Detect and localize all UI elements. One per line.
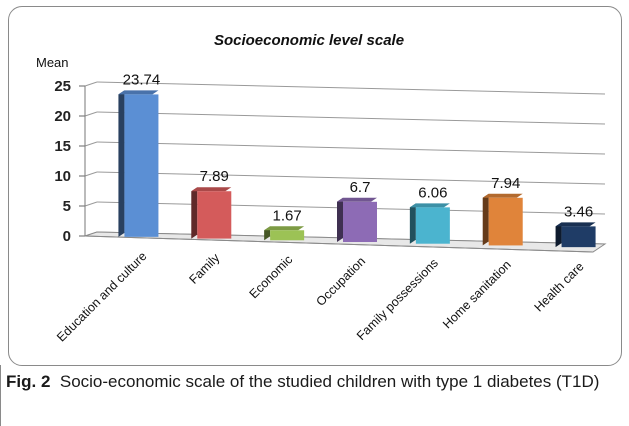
y-axis-label: Mean xyxy=(36,55,69,70)
category-label-3: Occupation xyxy=(314,254,369,309)
category-label-6: Health care xyxy=(532,259,587,314)
data-label-3: 6.7 xyxy=(350,179,371,196)
category-label-0: Education and culture xyxy=(54,249,149,344)
data-label-2: 1.67 xyxy=(273,207,302,224)
data-label-6: 3.46 xyxy=(564,203,593,220)
bar-top-3 xyxy=(337,197,377,202)
bar-side-0 xyxy=(118,90,125,237)
gridline-10 xyxy=(96,171,606,185)
category-label-4: Family possessions xyxy=(354,256,441,343)
bar-side-1 xyxy=(191,187,198,239)
bar-chart: Socioeconomic level scale Mean 0 5 10 15 20 2… xyxy=(36,32,607,344)
gridline-depth-10 xyxy=(84,171,98,177)
bar-1 xyxy=(197,191,232,239)
bar-side-6 xyxy=(555,222,562,248)
chart-title: Socioeconomic level scale xyxy=(214,32,404,49)
figure-caption: Fig. 2 Socio-economic scale of the studi… xyxy=(0,365,629,426)
gridline-depth-25 xyxy=(84,81,98,87)
chart-frame: Socioeconomic level scale Mean 0 5 10 15 20 2… xyxy=(8,6,622,366)
bar-top-2 xyxy=(264,226,305,231)
bar-2 xyxy=(270,230,305,241)
bar-6 xyxy=(561,226,596,248)
y-tick-label: 5 xyxy=(63,198,71,215)
caption-body: Socio-economic scale of the studied chil… xyxy=(59,372,600,391)
bar-4 xyxy=(415,207,450,244)
bar-side-4 xyxy=(409,203,416,244)
data-label-5: 7.94 xyxy=(491,175,520,192)
bar-0 xyxy=(124,94,159,237)
bars xyxy=(118,90,596,248)
bar-side-3 xyxy=(337,197,343,242)
y-tick-label: 10 xyxy=(54,168,71,185)
category-label-2: Economic xyxy=(247,253,296,302)
data-label-1: 7.89 xyxy=(200,168,229,185)
gridline-depth-5 xyxy=(84,201,98,207)
gridline-depth-15 xyxy=(84,141,98,147)
category-label-5: Home sanitation xyxy=(440,258,514,332)
bar-top-6 xyxy=(555,222,596,227)
bar-top-0 xyxy=(118,90,159,95)
gridline-20 xyxy=(96,111,606,125)
category-label-1: Family xyxy=(186,250,222,286)
y-tick-label: 15 xyxy=(54,138,71,155)
gridline-depth-20 xyxy=(84,111,98,117)
y-tick-label: 20 xyxy=(54,108,71,125)
bar-top-1 xyxy=(191,187,232,192)
x-axis-line xyxy=(84,235,594,253)
bar-3 xyxy=(343,201,377,242)
bar-top-4 xyxy=(409,203,450,208)
bar-5 xyxy=(488,197,523,246)
gridline-15 xyxy=(96,141,606,155)
data-label-4: 6.06 xyxy=(418,184,447,201)
bar-side-5 xyxy=(482,193,489,246)
gridline-25 xyxy=(96,81,606,95)
y-tick-label: 0 xyxy=(63,228,71,245)
caption-text: Fig. 2 Socio-economic scale of the studi… xyxy=(6,371,606,393)
caption-label: Fig. 2 xyxy=(6,372,51,391)
y-tick-label: 25 xyxy=(54,78,71,95)
bar-top-5 xyxy=(482,193,523,198)
data-label-0: 23.74 xyxy=(123,71,161,88)
